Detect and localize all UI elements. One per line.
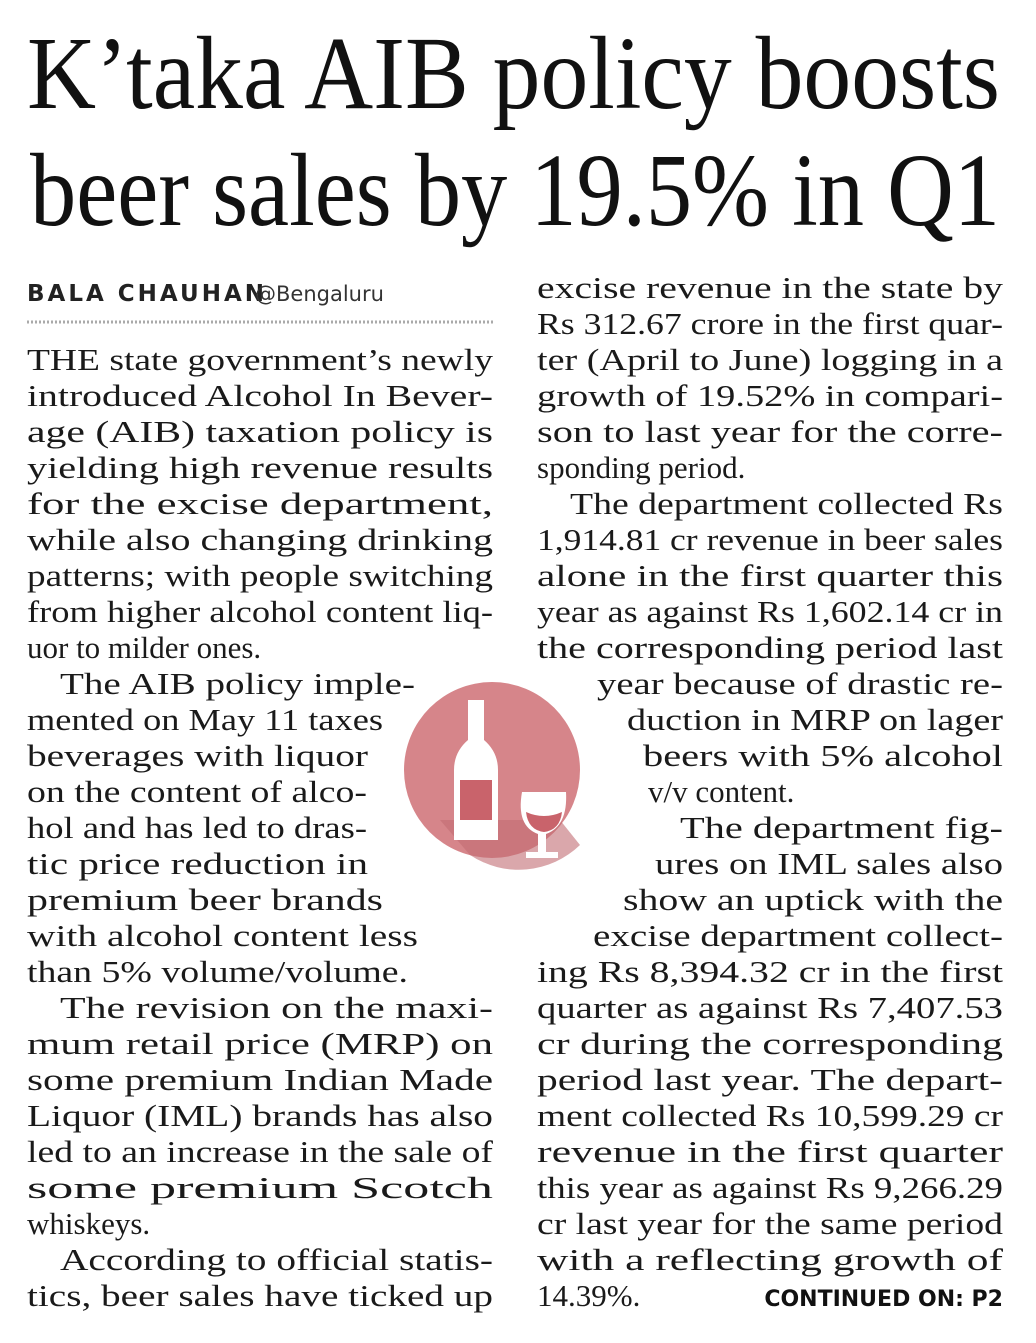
body-line: ing Rs 8,394.32 cr in the first <box>537 954 1003 989</box>
body-line: According to official statis- <box>60 1242 493 1277</box>
body-line: beers with 5% alcohol <box>643 738 1003 773</box>
body-line: alone in the first quarter this <box>537 558 1003 593</box>
body-line: than 5% volume/volume. <box>27 954 408 989</box>
body-line: v/v content. <box>648 774 794 809</box>
body-line: premium beer brands <box>27 882 383 917</box>
body-line: ment collected Rs 10,599.29 cr <box>537 1098 1004 1133</box>
icon <box>404 682 580 870</box>
body-line: year as against Rs 1,602.14 cr in <box>537 594 1004 629</box>
body-line: cr during the corresponding <box>537 1026 1003 1061</box>
body-line: led to an increase in the sale of <box>27 1134 494 1169</box>
body-line: some premium Scotch <box>27 1170 494 1205</box>
body-line: show an uptick with the <box>623 882 1003 917</box>
body-line: patterns; with people switching <box>27 558 493 593</box>
body-line: The department collected Rs <box>570 486 1003 521</box>
body-line: The AIB policy imple- <box>60 666 415 701</box>
body-line: from higher alcohol content liq- <box>27 594 493 629</box>
body-line: mum retail price (MRP) on <box>27 1026 494 1061</box>
body-line: yielding high revenue results <box>27 450 493 485</box>
body-line: mented on May 11 taxes <box>27 702 383 737</box>
body-line: The department fig- <box>680 810 1003 845</box>
body-line: cr last year for the same period <box>537 1206 1004 1241</box>
body-line: this year as against Rs 9,266.29 <box>537 1170 1003 1205</box>
body-line: year because of drastic re- <box>597 666 1003 701</box>
body-line: beverages with liquor <box>27 738 369 773</box>
body-line: introduced Alcohol In Bever- <box>27 378 493 413</box>
body-line: period last year. The depart- <box>537 1062 1003 1097</box>
body-line: hol and has led to dras- <box>27 810 367 845</box>
body-line: tics, beer sales have ticked up <box>27 1278 493 1313</box>
body-line: ures on IML sales also <box>655 846 1003 881</box>
headline: K’taka AIB policy boosts <box>27 16 1000 131</box>
body-line: on the content of alco- <box>27 774 367 809</box>
body-line: while also changing drinking <box>27 522 493 557</box>
body-line: THE state government’s newly <box>27 342 494 377</box>
body-line: quarter as against Rs 7,407.53 <box>537 990 1003 1025</box>
headline: beer sales by 19.5% in Q1 <box>30 133 1000 248</box>
body-line: revenue in the first quarter <box>537 1134 1004 1169</box>
body-line: sponding period. <box>537 450 745 485</box>
body-line: Rs 312.67 crore in the first quar- <box>537 306 1003 341</box>
body-line: The revision on the maxi- <box>60 990 493 1025</box>
body-line: for the excise department, <box>27 486 493 521</box>
body-line: uor to milder ones. <box>27 630 261 665</box>
body-line: whiskeys. <box>27 1206 150 1241</box>
body-line: excise revenue in the state by <box>537 270 1004 305</box>
body-line: the corresponding period last <box>537 630 1003 665</box>
body-line: 1,914.81 cr revenue in beer sales <box>537 522 1003 557</box>
body-line: growth of 19.52% in compari- <box>537 378 1003 413</box>
continued: CONTINUED ON: P2 <box>764 1287 1003 1312</box>
body-line: duction in MRP on lager <box>627 702 1004 737</box>
body-line: with alcohol content less <box>27 918 418 953</box>
body-line: with a reflecting growth of <box>537 1242 1004 1277</box>
body-line: son to last year for the corre- <box>537 414 1003 449</box>
body-line: excise department collect- <box>593 918 1003 953</box>
body-line: some premium Indian Made <box>27 1062 493 1097</box>
body-line: 14.39%. <box>537 1278 640 1313</box>
body-line: age (AIB) taxation policy is <box>27 414 493 449</box>
body-line: ter (April to June) logging in a <box>537 342 1003 377</box>
body-line: tic price reduction in <box>27 846 369 881</box>
author: BALA CHAUHAN <box>27 281 267 307</box>
body-line: Liquor (IML) brands has also <box>27 1098 493 1133</box>
location: @Bengaluru <box>255 282 384 306</box>
